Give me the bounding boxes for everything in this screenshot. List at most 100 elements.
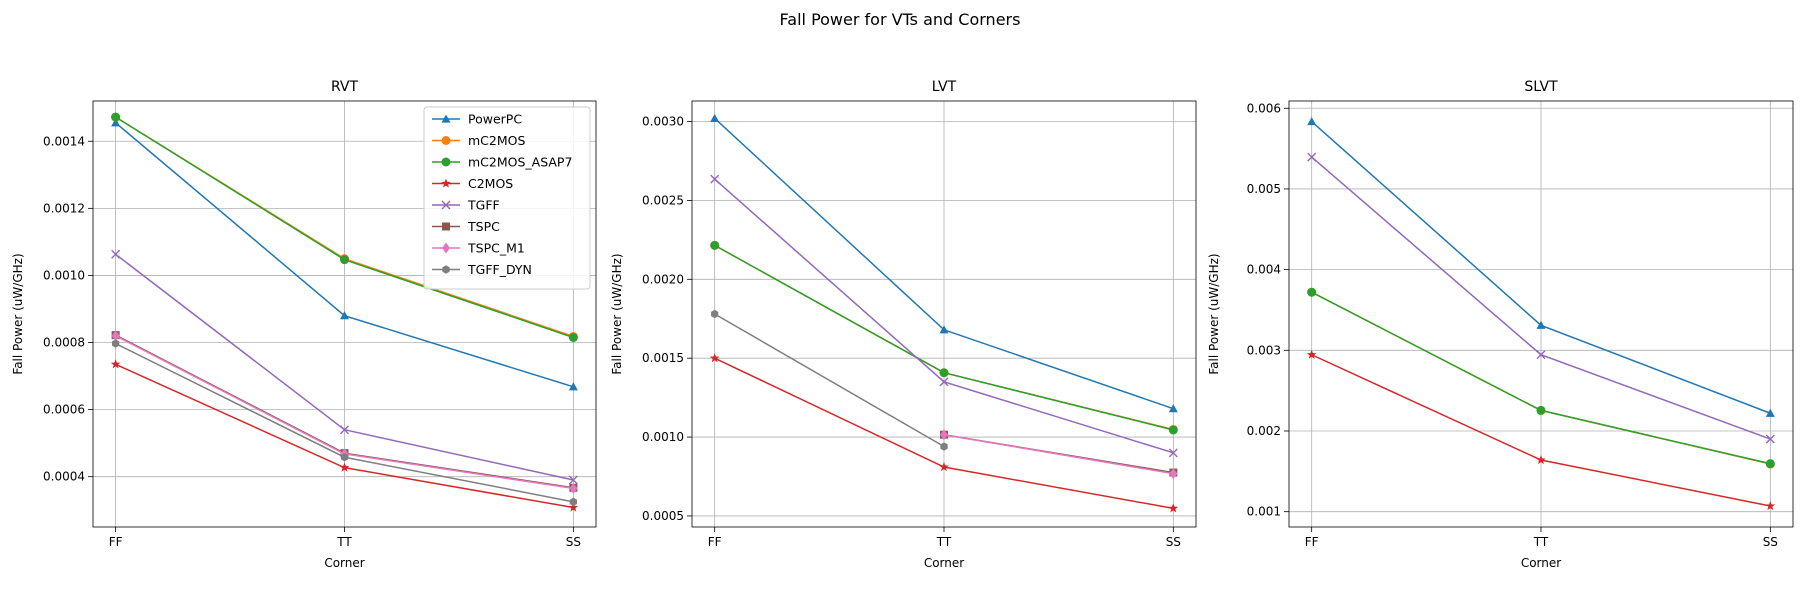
point-c2mos-marker [1168, 503, 1179, 513]
point-powerpc-marker [1168, 404, 1178, 413]
y-axis-label: Fall Power (uW/GHz) [1207, 253, 1221, 374]
point-mc2mos-asap7-marker [710, 240, 720, 250]
plot-frame [1288, 100, 1794, 528]
subplot-title: SLVT [1524, 79, 1558, 95]
x-tick-label: TT [336, 535, 352, 549]
y-tick-label: 0.0025 [642, 193, 684, 207]
y-tick-label: 0.0010 [642, 430, 684, 444]
subplot-slvt: FF TT SS 0.001 0.002 0.003 0.004 0.005 0.006 SLVT… [1207, 79, 1794, 570]
point-c2mos-marker [568, 502, 579, 512]
subplot-rvt: FF TT SS 0.0004 0.0006 0.0008 0.0010 0.0012 0.00… [11, 79, 597, 570]
series-tspc-m1 [940, 429, 1178, 480]
y-tick-label: 0.0015 [642, 351, 684, 365]
point-mc2mos-asap7-marker [1307, 287, 1317, 297]
legend-entry-tgff-dyn: TGFF_DYN [432, 262, 532, 277]
series-c2mos [1306, 349, 1776, 511]
subplot-lvt: FF TT SS 0.0005 0.0010 0.0015 0.0020 0.0025 0.00… [610, 79, 1197, 570]
plot-frame [92, 100, 597, 528]
x-tick-label: SS [566, 535, 581, 549]
point-tspc-m1-marker [1169, 468, 1178, 480]
point-powerpc-marker [1536, 320, 1546, 329]
point-mc2mos-asap7-marker [1536, 405, 1546, 415]
grid [1289, 101, 1793, 527]
point-tgff-marker [568, 475, 578, 485]
point-c2mos-marker [1536, 455, 1546, 465]
y-tick-label: 0.0008 [43, 336, 85, 350]
x-tick-label: FF [1305, 535, 1319, 549]
x-tick-label: FF [109, 535, 123, 549]
series-tgff-dyn [711, 309, 948, 451]
point-c2mos-marker [939, 462, 949, 472]
point-mc2mos-asap7-marker [1168, 425, 1178, 435]
figure-title: Fall Power for VTs and Corners [780, 10, 1021, 29]
legend-tgff-marker [441, 200, 451, 210]
series-tgff [1307, 152, 1775, 444]
legend-tspc-marker [442, 222, 450, 231]
y-tick-label: 0.004 [1247, 263, 1281, 277]
legend-label: TGFF [467, 198, 500, 213]
point-tspc-m1-marker [111, 330, 120, 342]
legend-label: TGFF_DYN [467, 262, 532, 277]
legend-powerpc-marker [441, 114, 451, 123]
point-c2mos-marker [1765, 501, 1776, 511]
y-tick-label: 0.001 [1247, 505, 1281, 519]
point-powerpc-marker [568, 382, 578, 391]
legend-label: C2MOS [468, 176, 513, 191]
legend-tgff-dyn-marker [442, 265, 450, 274]
point-tgff-dyn-marker [112, 339, 120, 348]
plot-frame [691, 100, 1197, 528]
series-tgff [111, 249, 578, 485]
point-mc2mos-asap7-marker [568, 332, 578, 342]
series-powerpc [111, 118, 578, 391]
legend-entry-tspc-m1: TSPC_M1 [432, 241, 525, 256]
series-tgff-dyn [112, 339, 577, 507]
point-tgff-marker [1765, 434, 1775, 444]
point-tgff-dyn-marker [569, 497, 577, 507]
legend-c2mos-marker [441, 178, 451, 188]
x-tick-label: TT [936, 535, 952, 549]
point-mc2mos-asap7-marker [340, 255, 349, 265]
y-tick-label: 0.0020 [642, 272, 684, 286]
y-tick-label: 0.003 [1247, 343, 1281, 357]
x-axis-label: Corner [924, 556, 964, 570]
point-tgff-dyn-marker [940, 442, 948, 451]
x-tick-label: FF [708, 535, 722, 549]
y-tick-label: 0.0004 [43, 470, 85, 484]
x-axis-label: Corner [324, 556, 364, 570]
subplot-title: RVT [331, 79, 359, 95]
legend-entry-tspc: TSPC [432, 219, 500, 234]
point-tgff-marker [1536, 350, 1546, 360]
point-powerpc-marker [939, 325, 949, 334]
y-tick-label: 0.002 [1247, 424, 1281, 438]
point-c2mos-marker [110, 359, 121, 369]
series-c2mos [709, 353, 1179, 513]
point-tspc-m1-marker [940, 429, 948, 441]
x-tick-label: SS [1166, 535, 1181, 549]
x-tick-label: SS [1763, 535, 1778, 549]
point-mc2mos-asap7-marker [939, 368, 949, 378]
y-tick-label: 0.0010 [43, 268, 85, 282]
legend-label: TSPC [467, 219, 500, 234]
legend-entry-powerpc: PowerPC [432, 112, 522, 127]
point-tgff-dyn-marker [711, 309, 719, 319]
point-tgff-marker [340, 425, 349, 435]
point-tgff-marker [111, 249, 121, 259]
point-powerpc-marker [111, 118, 121, 127]
point-powerpc-marker [1765, 408, 1775, 417]
legend-entry-c2mos: C2MOS [432, 176, 513, 191]
x-axis-label: Corner [1521, 556, 1561, 570]
series-mc2mos-asap7 [710, 240, 1178, 435]
point-powerpc-marker [1307, 117, 1317, 126]
legend-label: mC2MOS_ASAP7 [468, 155, 572, 170]
series-tgff [710, 174, 1178, 458]
point-powerpc-marker [340, 311, 349, 320]
series-mc2mos-asap7 [111, 112, 578, 342]
legend-entry-mc2mos-asap7: mC2MOS_ASAP7 [432, 155, 572, 170]
legend-tspc-m1-marker [442, 242, 450, 254]
legend-label: TSPC_M1 [467, 241, 525, 256]
legend-mc2mos-asap7-marker [441, 157, 451, 167]
point-c2mos-marker [339, 462, 350, 472]
point-tgff-marker [1307, 152, 1317, 162]
y-tick-label: 0.0014 [43, 134, 85, 148]
legend-mc2mos-marker [441, 136, 451, 145]
